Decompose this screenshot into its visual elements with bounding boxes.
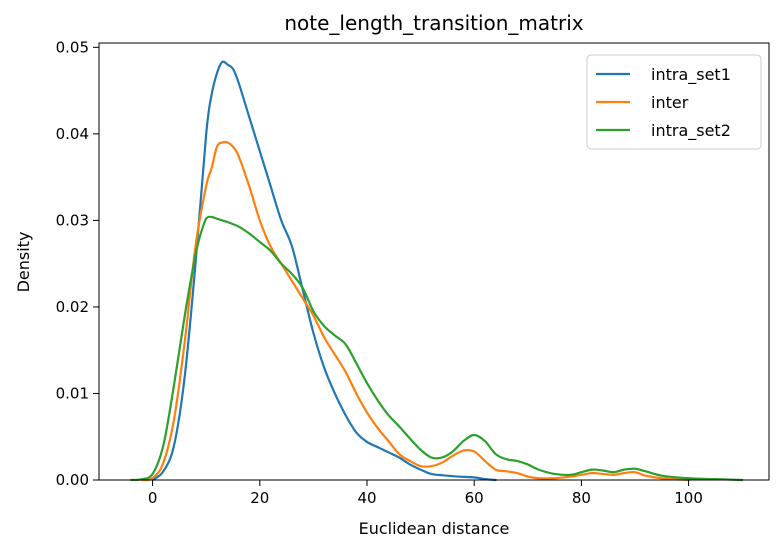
x-axis: 0 20 40 60 80 100 [148,480,703,507]
x-tick-label: 60 [465,489,484,507]
x-tick-label: 80 [572,489,591,507]
x-tick-label: 40 [357,489,376,507]
chart-title: note_length_transition_matrix [284,11,583,35]
x-tick-label: 0 [148,489,158,507]
y-tick-label: 0.01 [56,384,89,402]
plot-frame [98,42,770,481]
x-tick-label: 100 [674,489,703,507]
series-group [130,60,744,482]
legend-label: inter [651,93,689,112]
legend-frame [586,54,762,150]
x-axis-label: Euclidean distance [359,519,510,538]
y-tick-label: 0.03 [56,211,89,229]
legend-label: intra_set2 [651,121,731,141]
series-line-intra-set2 [130,215,744,482]
y-tick-label: 0.02 [56,298,89,316]
series-line-inter [140,140,690,482]
y-tick-label: 0.00 [56,471,89,489]
legend-label: intra_set1 [651,65,731,85]
y-tick-label: 0.05 [56,38,89,56]
x-tick-label: 20 [250,489,269,507]
plot-area [98,42,770,482]
series-line-intra-set1 [151,60,497,482]
y-axis-label: Density [14,232,33,293]
y-tick-label: 0.04 [56,125,89,143]
y-axis: 0.00 0.01 0.02 0.03 0.04 0.05 [56,38,99,489]
